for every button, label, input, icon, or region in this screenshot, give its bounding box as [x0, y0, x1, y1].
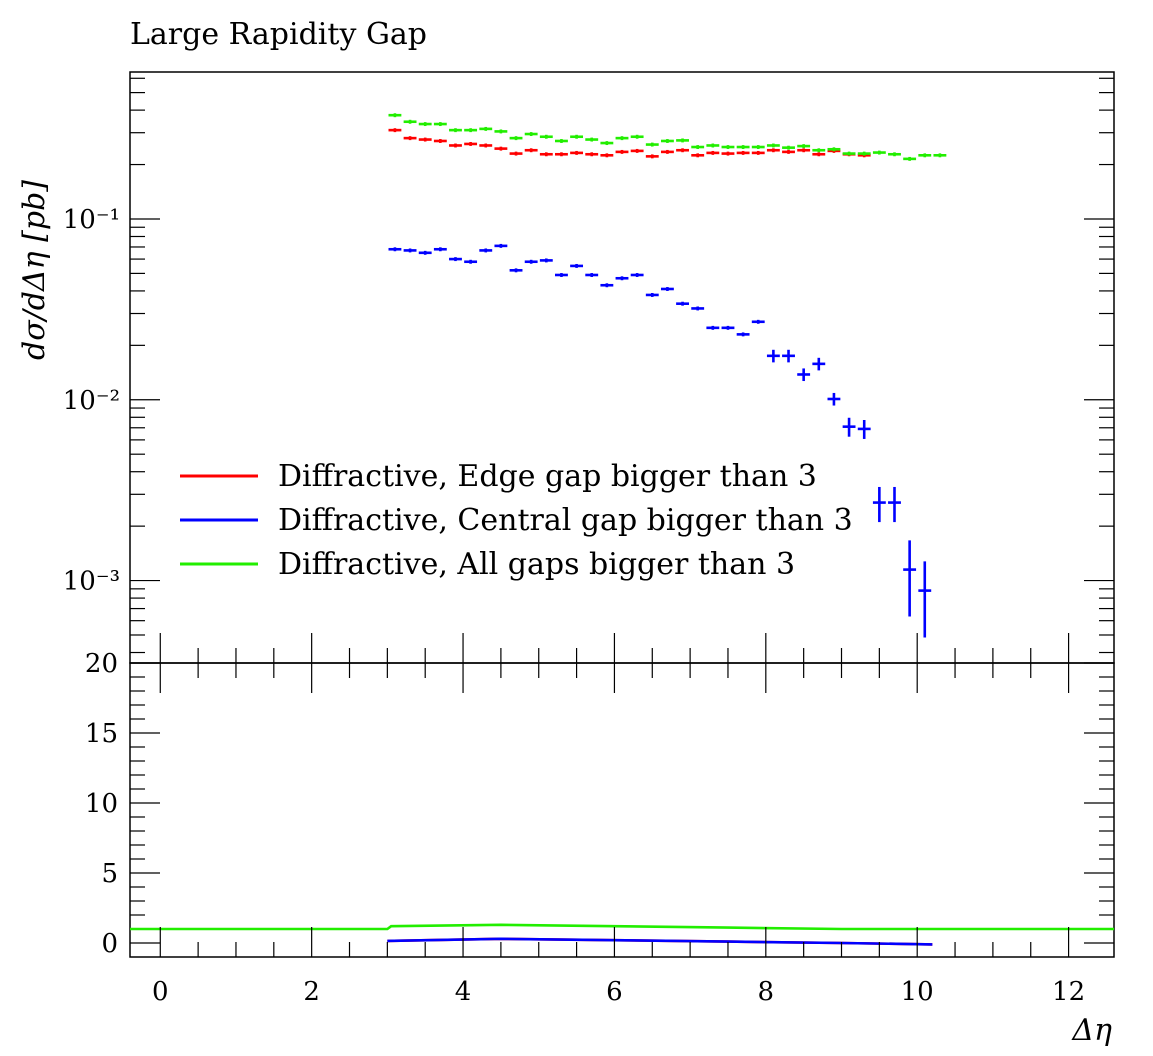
- ratio-tick-label: 10: [85, 789, 118, 819]
- ratio-plot-frame: [129, 662, 1115, 958]
- legend-label: Diffractive, Edge gap bigger than 3: [278, 459, 817, 494]
- legend-label: Diffractive, All gaps bigger than 3: [278, 547, 795, 582]
- ratio-tick-label: 0: [101, 929, 118, 959]
- ratio-tick-label: 15: [85, 719, 118, 749]
- x-tick-label: 8: [758, 977, 775, 1007]
- x-tick-label: 10: [901, 977, 934, 1007]
- legend: Diffractive, Edge gap bigger than 3 Diffr…: [180, 459, 853, 582]
- ratio-series: [130, 923, 1114, 946]
- x-tick-label: 0: [152, 977, 169, 1007]
- x-axis-label: Δη: [1071, 1013, 1112, 1048]
- series-2: [388, 113, 947, 161]
- ratio-y-ticks: 0 5 10 15 20: [85, 649, 1114, 959]
- y-tick-label: 10⁻²: [63, 386, 120, 416]
- series-1: [388, 243, 932, 638]
- x-tick-label: 4: [455, 977, 472, 1007]
- y-tick-label: 10⁻³: [63, 567, 120, 597]
- y-axis-label: dσ/dΔη [pb]: [17, 180, 52, 360]
- x-tick-label: 2: [303, 977, 320, 1007]
- y-tick-label: 10⁻¹: [63, 205, 120, 235]
- ratio-plot: 0 5 10 15 20: [85, 649, 1115, 959]
- main-y-ticks: 10⁻¹ 10⁻² 10⁻³: [63, 77, 1114, 654]
- ratio-line-1: [387, 937, 933, 946]
- x-tick-label: 6: [606, 977, 623, 1007]
- main-series: [388, 113, 947, 638]
- x-ticks: 0 2 4 6 8 10 12: [152, 633, 1085, 1007]
- x-tick-label: 12: [1052, 977, 1085, 1007]
- series-0: [388, 128, 871, 159]
- chart-title: Large Rapidity Gap: [130, 17, 427, 52]
- ratio-line-2: [130, 923, 1114, 931]
- ratio-tick-label: 5: [101, 859, 118, 889]
- legend-label: Diffractive, Central gap bigger than 3: [278, 503, 853, 538]
- ratio-tick-label: 20: [85, 649, 118, 679]
- main-plot: 10⁻¹ 10⁻² 10⁻³ Diffractive, Edge gap bigge…: [63, 71, 1115, 664]
